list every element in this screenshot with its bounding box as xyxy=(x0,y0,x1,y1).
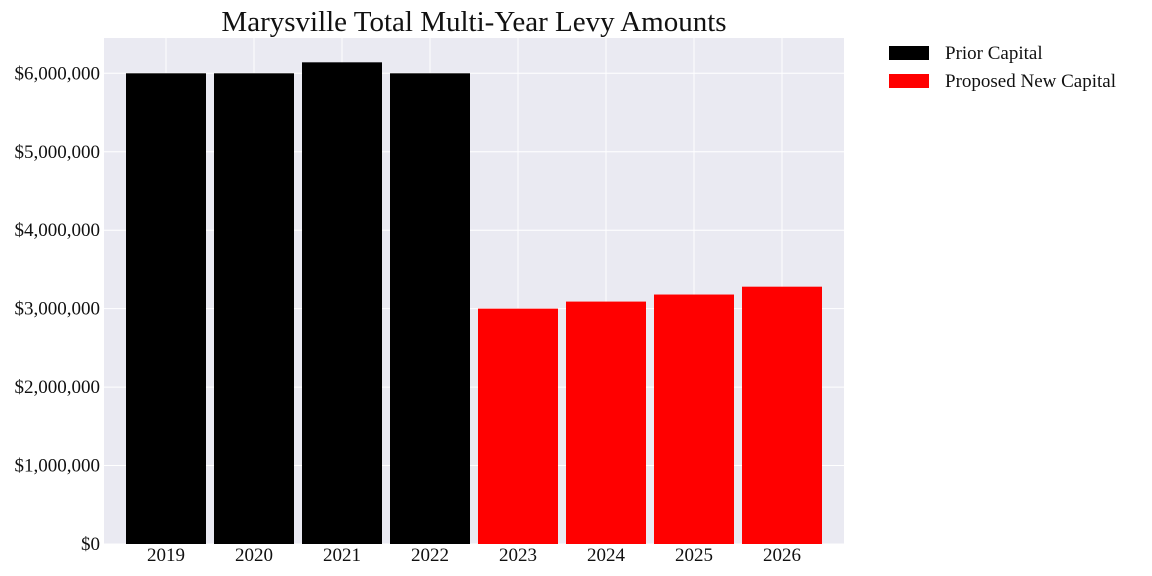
chart-title: Marysville Total Multi-Year Levy Amounts xyxy=(221,6,726,38)
bar-2024 xyxy=(566,301,646,544)
bar-2019 xyxy=(126,73,206,545)
y-tick-label: $4,000,000 xyxy=(15,220,101,241)
legend-label: Proposed New Capital xyxy=(945,71,1116,92)
legend-swatch xyxy=(889,46,929,60)
y-tick-label: $5,000,000 xyxy=(15,142,101,163)
y-tick-label: $1,000,000 xyxy=(15,456,101,477)
bar-2020 xyxy=(214,73,294,545)
bar-2025 xyxy=(654,294,734,544)
bar-2022 xyxy=(390,73,470,545)
x-tick-label: 2025 xyxy=(675,545,713,566)
y-tick-label: $0 xyxy=(81,534,100,555)
y-tick-label: $6,000,000 xyxy=(15,63,101,84)
x-tick-label: 2019 xyxy=(147,545,185,566)
legend-swatch xyxy=(889,74,929,88)
y-axis-ticks: $0 $1,000,000 $2,000,000 $3,000,000 $4,000,0… xyxy=(15,63,101,555)
x-tick-label: 2026 xyxy=(763,545,801,566)
legend: Prior Capital Proposed New Capital xyxy=(889,43,1116,92)
bar-2021 xyxy=(302,62,382,545)
legend-label: Prior Capital xyxy=(945,43,1043,64)
bar-2023 xyxy=(478,308,558,544)
x-tick-label: 2024 xyxy=(587,545,626,566)
bars xyxy=(126,62,822,545)
x-tick-label: 2020 xyxy=(235,545,273,566)
x-axis-ticks: 2019 2020 2021 2022 2023 2024 2025 2026 xyxy=(147,545,801,566)
y-tick-label: $2,000,000 xyxy=(15,377,101,398)
x-tick-label: 2021 xyxy=(323,545,361,566)
x-tick-label: 2022 xyxy=(411,545,449,566)
bar-2026 xyxy=(742,286,822,544)
x-tick-label: 2023 xyxy=(499,545,537,566)
y-tick-label: $3,000,000 xyxy=(15,299,101,320)
